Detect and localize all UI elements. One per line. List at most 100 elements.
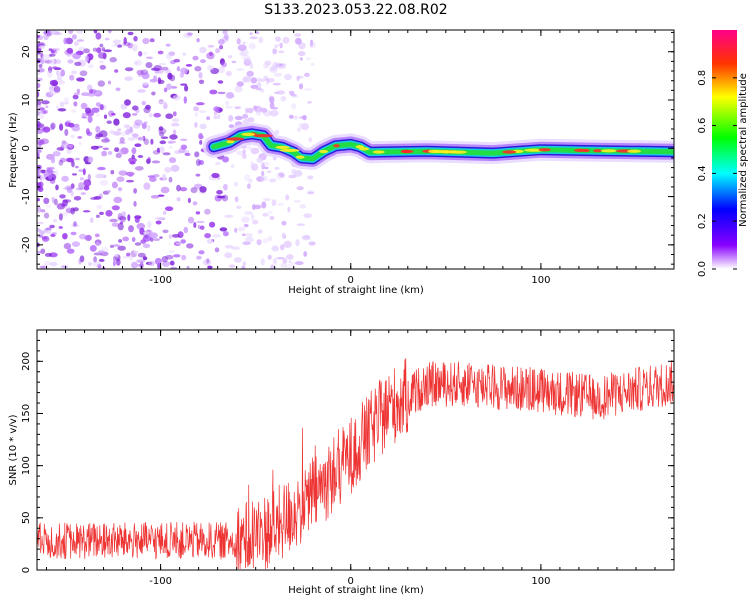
noise-speckle (231, 164, 235, 169)
noise-speckle (307, 175, 314, 180)
noise-speckle (221, 61, 228, 68)
noise-speckle (280, 244, 285, 251)
noise-speckle (253, 204, 262, 210)
noise-speckle (299, 57, 303, 61)
noise-speckle (298, 83, 304, 90)
noise-speckle (49, 262, 58, 267)
noise-speckle (87, 156, 94, 163)
noise-speckle (37, 53, 41, 57)
x-tick-label: -100 (149, 576, 172, 587)
noise-speckle (217, 91, 226, 95)
noise-speckle (158, 128, 167, 135)
noise-speckle (274, 166, 280, 170)
noise-speckle (44, 261, 51, 265)
noise-speckle (114, 147, 120, 153)
noise-speckle (305, 57, 311, 61)
noise-speckle (60, 265, 69, 268)
noise-speckle (83, 185, 90, 191)
noise-speckle (126, 252, 131, 257)
noise-speckle (48, 48, 53, 52)
noise-speckle (119, 137, 125, 143)
noise-speckle (168, 141, 173, 145)
noise-speckle (97, 166, 106, 171)
noise-speckle (198, 72, 203, 79)
noise-speckle (136, 259, 145, 263)
noise-speckle (310, 62, 315, 66)
noise-speckle (66, 248, 75, 254)
noise-speckle (37, 151, 40, 159)
noise-speckle (260, 175, 268, 182)
noise-speckle (38, 64, 43, 68)
noise-speckle (222, 231, 229, 237)
noise-speckle (70, 190, 74, 197)
noise-speckle (136, 69, 144, 76)
noise-speckle (231, 60, 237, 64)
noise-speckle (70, 134, 75, 139)
colorbar-tick-label: 0.6 (697, 118, 708, 134)
noise-speckle (115, 87, 121, 92)
noise-speckle (132, 122, 141, 129)
noise-speckle (241, 216, 250, 223)
noise-speckle (261, 162, 265, 170)
noise-speckle (43, 212, 50, 219)
noise-speckle (196, 220, 205, 224)
noise-speckle (99, 104, 104, 111)
noise-speckle (61, 175, 69, 182)
noise-speckle (228, 124, 235, 129)
noise-speckle (303, 213, 313, 219)
noise-speckle (224, 105, 234, 109)
noise-speckle (173, 254, 181, 258)
noise-speckle (269, 178, 277, 183)
ridge-peak (400, 149, 414, 154)
noise-speckle (242, 75, 252, 83)
noise-speckle (96, 47, 102, 54)
noise-speckle (225, 100, 230, 106)
noise-speckle (92, 47, 97, 52)
noise-speckle (179, 187, 188, 192)
noise-speckle (266, 78, 270, 85)
noise-speckle (242, 113, 249, 119)
noise-speckle (223, 183, 228, 191)
spectral-ridge (202, 122, 674, 170)
noise-speckle (154, 257, 162, 265)
noise-speckle (93, 256, 97, 263)
noise-speckle (150, 138, 154, 145)
noise-speckle (99, 265, 103, 269)
noise-speckle (182, 52, 186, 56)
noise-speckle (37, 72, 41, 75)
noise-speckle (195, 102, 205, 106)
noise-speckle (73, 221, 77, 227)
ridge-peak (225, 137, 245, 141)
noise-speckle (184, 152, 191, 156)
noise-speckle (71, 34, 77, 40)
noise-speckle (264, 166, 269, 170)
noise-speckle (62, 187, 69, 190)
noise-speckle (217, 80, 224, 84)
y-tick-label: 20 (21, 45, 32, 58)
noise-speckle (37, 130, 44, 134)
noise-speckle (260, 258, 265, 266)
noise-speckle (150, 237, 154, 242)
noise-speckle (82, 210, 91, 213)
noise-speckle (134, 242, 142, 246)
noise-speckle (296, 186, 304, 191)
noise-speckle (171, 122, 180, 127)
ridge-peak (574, 148, 586, 152)
noise-speckle (207, 265, 213, 269)
noise-speckle (128, 157, 137, 163)
noise-speckle (181, 254, 187, 261)
noise-speckle (134, 61, 139, 65)
noise-speckle (63, 101, 69, 105)
noise-speckle (143, 231, 150, 235)
noise-speckle (296, 223, 305, 226)
noise-speckle (173, 58, 181, 63)
noise-speckle (71, 70, 77, 75)
noise-speckle (99, 64, 107, 70)
noise-speckle (262, 237, 269, 244)
noise-speckle (256, 239, 262, 246)
noise-speckle (96, 204, 103, 209)
noise-speckle (297, 127, 301, 132)
noise-speckle (271, 199, 277, 207)
